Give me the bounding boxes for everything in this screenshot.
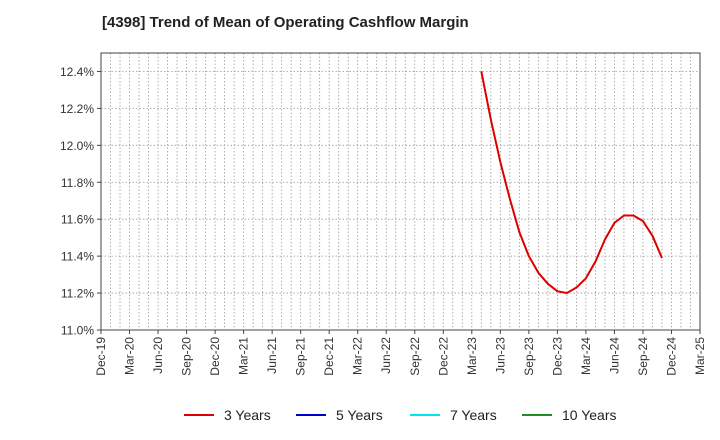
legend-label: 3 Years: [224, 407, 271, 423]
legend-item-5-years: 5 Years: [296, 404, 383, 426]
x-tick-label: Dec-23: [550, 337, 564, 376]
y-tick-label: 12.0%: [60, 139, 94, 153]
legend-swatch: [522, 414, 552, 416]
x-tick-label: Sep-21: [294, 337, 308, 376]
y-tick-label: 12.2%: [60, 102, 94, 116]
grid: [101, 53, 700, 330]
legend-item-7-years: 7 Years: [410, 404, 497, 426]
x-tick-label: Jun-21: [265, 337, 279, 374]
x-tick-label: Mar-22: [351, 337, 365, 375]
x-tick-label: Sep-23: [522, 337, 536, 376]
series-lines: [480, 71, 663, 295]
x-axis: Dec-19 Mar-20 Jun-20 Sep-20 Dec-20 Mar-21 Jun-…: [94, 330, 707, 376]
legend-swatch: [184, 414, 214, 416]
x-tick-label: Dec-21: [322, 337, 336, 376]
x-tick-label: Jun-20: [151, 337, 165, 374]
y-tick-label: 11.8%: [61, 176, 94, 190]
x-tick-label: Mar-23: [465, 337, 479, 375]
legend-swatch: [410, 414, 440, 416]
x-tick-label: Jun-23: [493, 337, 507, 374]
x-tick-label: Mar-21: [237, 337, 251, 375]
x-tick-label: Dec-22: [436, 337, 450, 376]
x-tick-label: Mar-20: [123, 337, 137, 375]
x-tick-label: Sep-24: [636, 337, 650, 376]
x-tick-label: Jun-24: [607, 337, 621, 374]
y-tick-label: 11.4%: [61, 250, 94, 264]
legend-label: 7 Years: [450, 407, 497, 423]
series-line-3-years: [480, 71, 663, 295]
chart-title: [4398] Trend of Mean of Operating Cashfl…: [102, 14, 469, 31]
legend-label: 5 Years: [336, 407, 383, 423]
plot-frame: [100, 52, 701, 331]
y-tick-label: 11.2%: [61, 287, 94, 301]
x-tick-label: Jun-22: [379, 337, 393, 374]
y-tick-label: 12.4%: [60, 65, 94, 79]
legend-label: 10 Years: [562, 407, 617, 423]
y-tick-label: 11.0%: [61, 324, 94, 338]
legend: 3 Years 5 Years 7 Years 10 Years: [0, 404, 720, 426]
x-tick-label: Dec-20: [208, 337, 222, 376]
x-tick-label: Mar-24: [579, 337, 593, 375]
legend-item-10-years: 10 Years: [522, 404, 617, 426]
y-axis: 11.0% 11.2% 11.4% 11.6% 11.8% 12.0% 12.2% 12.4%: [60, 65, 101, 338]
x-tick-label: Sep-20: [180, 337, 194, 376]
x-tick-label: Dec-24: [664, 337, 678, 376]
legend-swatch: [296, 414, 326, 416]
y-tick-label: 11.6%: [61, 213, 94, 227]
x-tick-label: Sep-22: [408, 337, 422, 376]
legend-item-3-years: 3 Years: [184, 404, 271, 426]
x-tick-label: Mar-25: [693, 337, 707, 375]
x-tick-label: Dec-19: [94, 337, 108, 376]
